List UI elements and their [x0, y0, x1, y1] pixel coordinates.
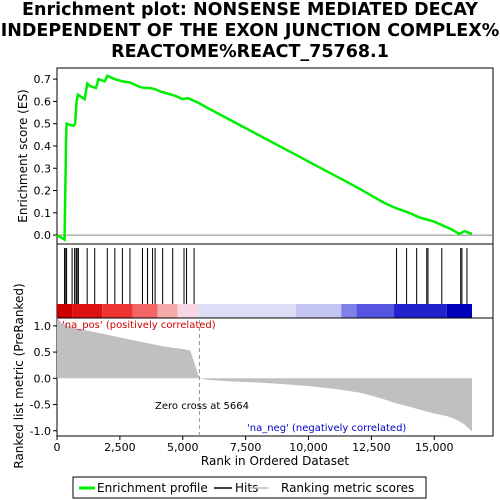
heat-segment: [102, 304, 133, 318]
metric-panel: -1.0 -0.5 0.0 0.5 1.0 0 2,500 5,000 7,500 10,000…: [12, 283, 494, 469]
heat-segment: [197, 304, 296, 318]
legend-hits-label: Hits: [235, 481, 258, 495]
es-ytick-label: 0.7: [34, 73, 52, 86]
metric-xtick-label: 5,000: [167, 441, 199, 454]
heat-segment: [341, 304, 357, 318]
es-ylabel: Enrichment score (ES): [16, 89, 30, 222]
heat-segment: [57, 304, 73, 318]
metric-xtick-label: 12,500: [352, 441, 391, 454]
metric-ytick-label: 1.0: [34, 320, 52, 333]
heat-segment: [446, 304, 472, 318]
metric-xtick-label: 0: [54, 441, 61, 454]
hit-marks: [64, 248, 468, 304]
metric-ylabel: Ranked list metric (PreRanked): [12, 283, 26, 468]
chart-title: Enrichment plot: NONSENSE MEDIATED DECAY…: [0, 0, 500, 63]
es-ytick-label: 0.4: [34, 140, 52, 153]
es-ytick-label: 0.2: [34, 185, 52, 198]
title-line-2: INDEPENDENT OF THE EXON JUNCTION COMPLEX…: [0, 21, 500, 41]
metric-ytick-label: -1.0: [30, 425, 51, 438]
metric-ytick-label: 0.0: [34, 372, 52, 385]
es-ytick-label: 0.1: [34, 207, 52, 220]
es-curve: [56, 74, 473, 242]
heat-segment: [394, 304, 447, 318]
title-line-3: REACTOME%REACT_75768.1: [111, 42, 389, 62]
es-panel-frame: [56, 67, 494, 245]
legend-frame: [72, 476, 427, 499]
heat-segment: [132, 304, 158, 318]
es-ytick-label: 0.5: [34, 118, 52, 131]
legend-metric-label: Ranking metric scores: [281, 481, 414, 495]
legend-es-label: Enrichment profile: [97, 481, 208, 495]
heat-segment: [177, 304, 198, 318]
metric-ytick-label: 0.5: [34, 346, 52, 359]
rank-heat-bar: [57, 304, 472, 318]
es-ytick-label: 0.3: [34, 162, 52, 175]
metric-xtick-label: 15,000: [415, 441, 454, 454]
heat-segment: [295, 304, 342, 318]
es-y-ticks: 0.0 0.1 0.2 0.3 0.4 0.5 0.6 0.7: [34, 73, 57, 242]
heat-segment: [157, 304, 178, 318]
heat-segment: [356, 304, 395, 318]
heat-segment: [72, 304, 103, 318]
metric-xtick-label: 7,500: [230, 441, 262, 454]
metric-area: [57, 318, 472, 432]
neg-label: 'na_neg' (negatively correlated): [247, 423, 406, 434]
metric-xtick-label: 2,500: [104, 441, 136, 454]
metric-y-ticks: -1.0 -0.5 0.0 0.5 1.0: [30, 320, 57, 438]
pos-label: 'na_pos' (positively correlated): [62, 320, 216, 331]
es-ytick-label: 0.6: [34, 95, 52, 108]
legend: Enrichment profile Hits Ranking metric s…: [72, 476, 427, 499]
metric-xtick-label: 10,000: [289, 441, 328, 454]
es-panel: 0.0 0.1 0.2 0.3 0.4 0.5 0.6 0.7 Enrichment scor…: [16, 67, 494, 245]
zero-cross-label: Zero cross at 5664: [155, 401, 249, 412]
metric-xlabel: Rank in Ordered Dataset: [201, 454, 349, 468]
metric-x-ticks: 0 2,500 5,000 7,500 10,000 12,500 15,000: [54, 436, 454, 454]
hits-panel: [56, 243, 494, 319]
title-line-1: Enrichment plot: NONSENSE MEDIATED DECAY: [22, 0, 478, 20]
es-ytick-label: 0.0: [34, 229, 52, 242]
metric-ytick-label: -0.5: [30, 399, 51, 412]
